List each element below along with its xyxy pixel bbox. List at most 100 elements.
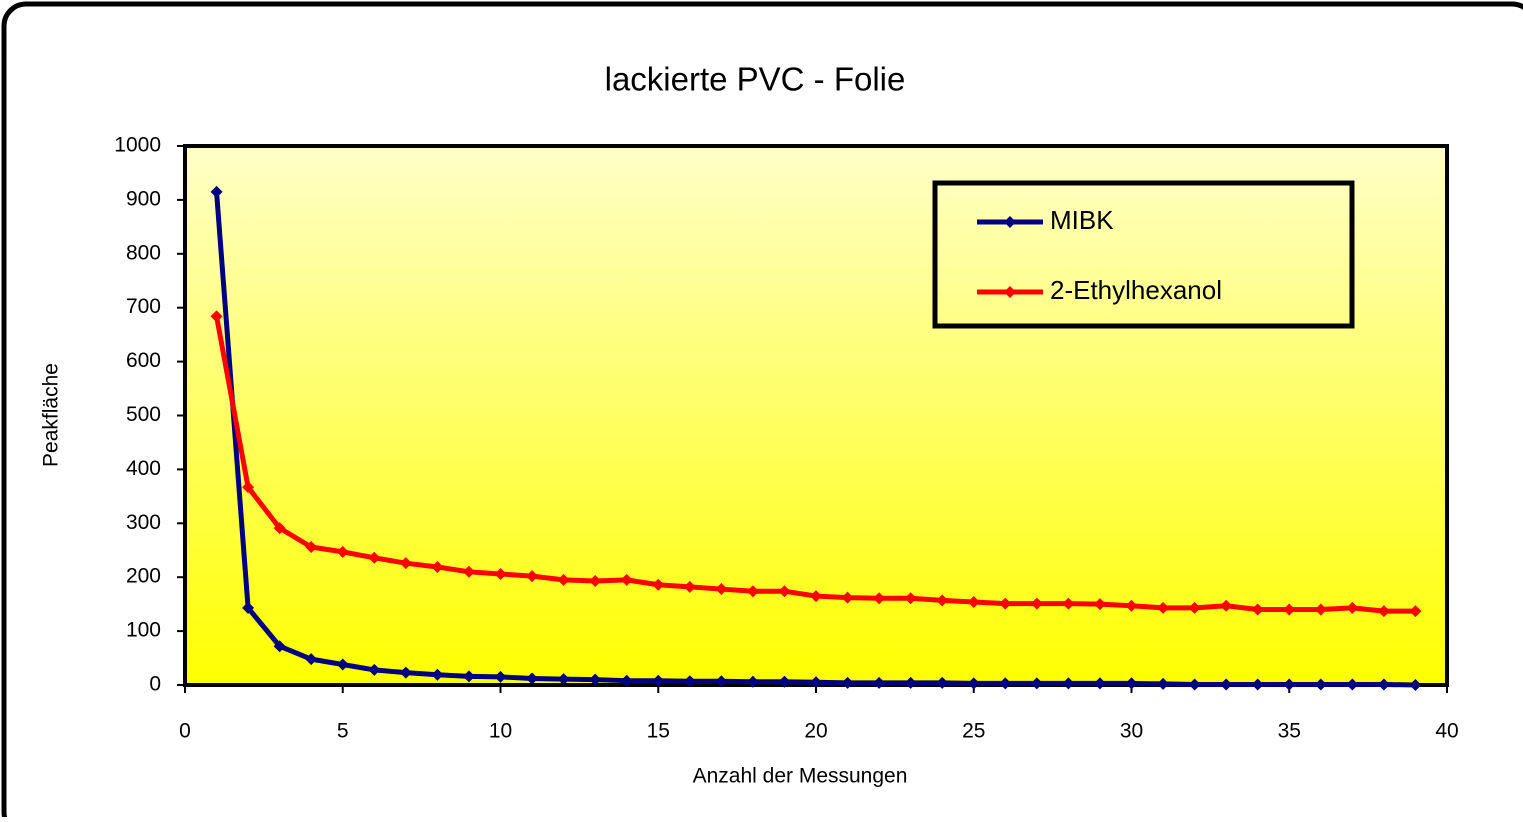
y-tick-label: 900 xyxy=(126,187,161,210)
marker xyxy=(967,595,980,608)
marker xyxy=(1220,599,1233,612)
marker xyxy=(1062,597,1075,610)
marker xyxy=(1251,678,1264,691)
marker xyxy=(273,640,286,653)
marker xyxy=(494,670,507,683)
marker xyxy=(1377,678,1390,691)
marker xyxy=(778,675,791,688)
marker xyxy=(589,673,602,686)
marker xyxy=(431,668,444,681)
marker xyxy=(1409,605,1422,618)
marker xyxy=(652,578,665,591)
marker xyxy=(1157,677,1170,690)
x-tick-label: 30 xyxy=(1120,720,1143,743)
y-tick-label: 300 xyxy=(126,511,161,534)
y-tick-label: 400 xyxy=(126,457,161,480)
x-tick-label: 15 xyxy=(647,720,670,743)
marker xyxy=(904,676,917,689)
y-tick-label: 500 xyxy=(126,403,161,426)
legend-label: 2-Ethylhexanol xyxy=(1050,275,1222,305)
marker xyxy=(810,676,822,689)
marker xyxy=(526,570,539,583)
marker xyxy=(841,591,854,604)
marker xyxy=(1188,678,1201,691)
marker xyxy=(620,573,633,586)
chart-title: lackierte PVC - Folie xyxy=(605,61,906,98)
marker xyxy=(873,676,886,689)
marker xyxy=(1093,598,1106,611)
marker xyxy=(778,585,791,598)
y-tick-label: 100 xyxy=(126,619,161,642)
marker xyxy=(967,677,980,690)
marker xyxy=(589,574,602,587)
marker xyxy=(1409,679,1422,691)
marker xyxy=(1062,677,1075,690)
marker xyxy=(746,675,759,688)
marker xyxy=(1220,678,1233,691)
legend-label: MIBK xyxy=(1050,205,1114,235)
marker xyxy=(652,674,665,687)
marker xyxy=(462,670,475,683)
marker xyxy=(1346,601,1359,614)
marker xyxy=(1157,601,1170,614)
marker xyxy=(1125,677,1138,690)
marker xyxy=(1030,677,1043,690)
marker xyxy=(936,676,949,689)
legend-marker xyxy=(1004,286,1016,298)
marker xyxy=(715,675,728,688)
marker xyxy=(305,541,318,554)
y-tick-label: 200 xyxy=(126,565,161,588)
legend-marker xyxy=(1004,216,1016,228)
marker xyxy=(715,583,728,596)
legend xyxy=(932,180,1355,329)
y-tick-label: 800 xyxy=(126,241,161,264)
marker xyxy=(368,551,381,564)
marker xyxy=(399,557,412,570)
marker xyxy=(494,567,507,580)
marker xyxy=(1093,677,1106,690)
marker xyxy=(1188,601,1201,614)
x-tick-label: 5 xyxy=(337,720,349,743)
marker xyxy=(683,580,696,593)
marker xyxy=(620,674,633,687)
x-tick-label: 25 xyxy=(962,720,985,743)
marker xyxy=(210,310,223,323)
x-tick-label: 40 xyxy=(1435,720,1458,743)
marker xyxy=(904,592,917,605)
marker xyxy=(873,592,886,605)
x-tick-label: 35 xyxy=(1278,720,1301,743)
y-tick-label: 700 xyxy=(126,295,161,318)
marker xyxy=(526,672,539,685)
marker xyxy=(1283,603,1296,616)
marker xyxy=(810,590,822,603)
marker xyxy=(368,663,381,676)
x-tick-label: 20 xyxy=(804,720,827,743)
marker xyxy=(999,677,1012,690)
marker xyxy=(1125,599,1138,612)
marker xyxy=(462,565,475,578)
marker xyxy=(242,481,255,494)
marker xyxy=(1346,678,1359,691)
marker xyxy=(557,573,570,586)
y-tick-label: 1000 xyxy=(114,134,161,157)
marker xyxy=(399,666,412,679)
marker xyxy=(1030,597,1043,610)
y-tick-label: 0 xyxy=(149,673,161,696)
marker xyxy=(431,560,444,573)
marker xyxy=(1251,603,1264,616)
marker xyxy=(273,522,286,535)
marker xyxy=(305,653,318,666)
marker xyxy=(242,601,255,614)
marker xyxy=(1283,678,1296,691)
x-tick-label: 0 xyxy=(179,720,191,743)
marker xyxy=(336,658,349,671)
marker xyxy=(336,545,349,558)
marker xyxy=(936,594,949,607)
marker xyxy=(1314,603,1327,616)
marker xyxy=(1377,605,1390,618)
y-tick-label: 600 xyxy=(126,349,161,372)
x-axis-label: Anzahl der Messungen xyxy=(693,765,908,788)
marker xyxy=(999,597,1012,610)
marker xyxy=(1314,678,1327,691)
